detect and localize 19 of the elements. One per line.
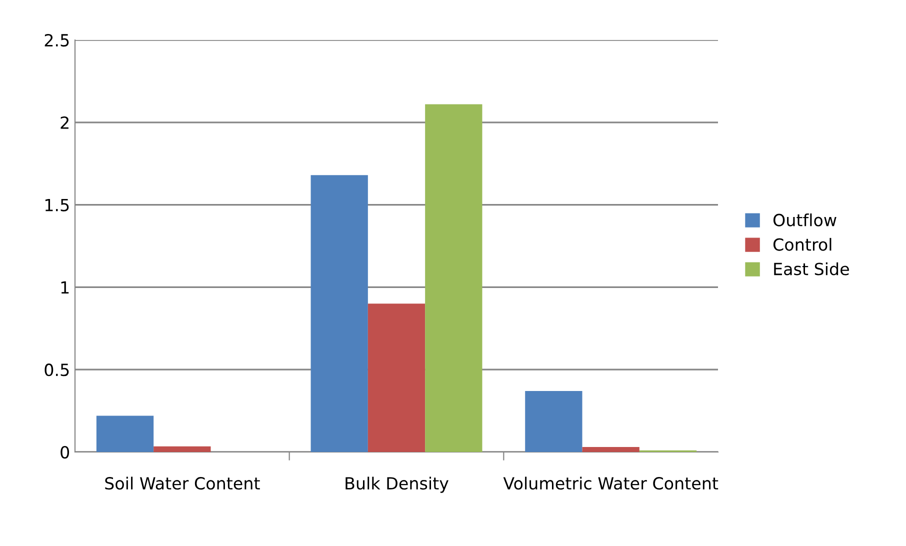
bar — [368, 304, 426, 452]
bar — [425, 104, 482, 452]
bar — [310, 175, 368, 452]
bar — [582, 447, 640, 452]
x-tick-label: Volumetric Water Content — [503, 476, 718, 490]
y-tick-label: 1.5 — [45, 198, 69, 212]
legend-label: East Side — [774, 262, 849, 276]
bar — [96, 416, 154, 452]
bar — [525, 391, 582, 452]
y-tick-label: 2 — [60, 116, 68, 129]
y-tick-label: 0 — [60, 446, 70, 459]
y-tick-label: 2.5 — [44, 34, 69, 47]
legend-label: Control — [773, 238, 832, 251]
x-tick-label: Bulk Density — [346, 476, 448, 493]
legend-label: Outflow — [773, 213, 836, 226]
bar — [154, 446, 211, 452]
x-tick-label: Soil Water Content — [105, 476, 260, 490]
y-tick-label: 1 — [61, 281, 69, 294]
y-tick-label: 0.5 — [44, 364, 69, 376]
